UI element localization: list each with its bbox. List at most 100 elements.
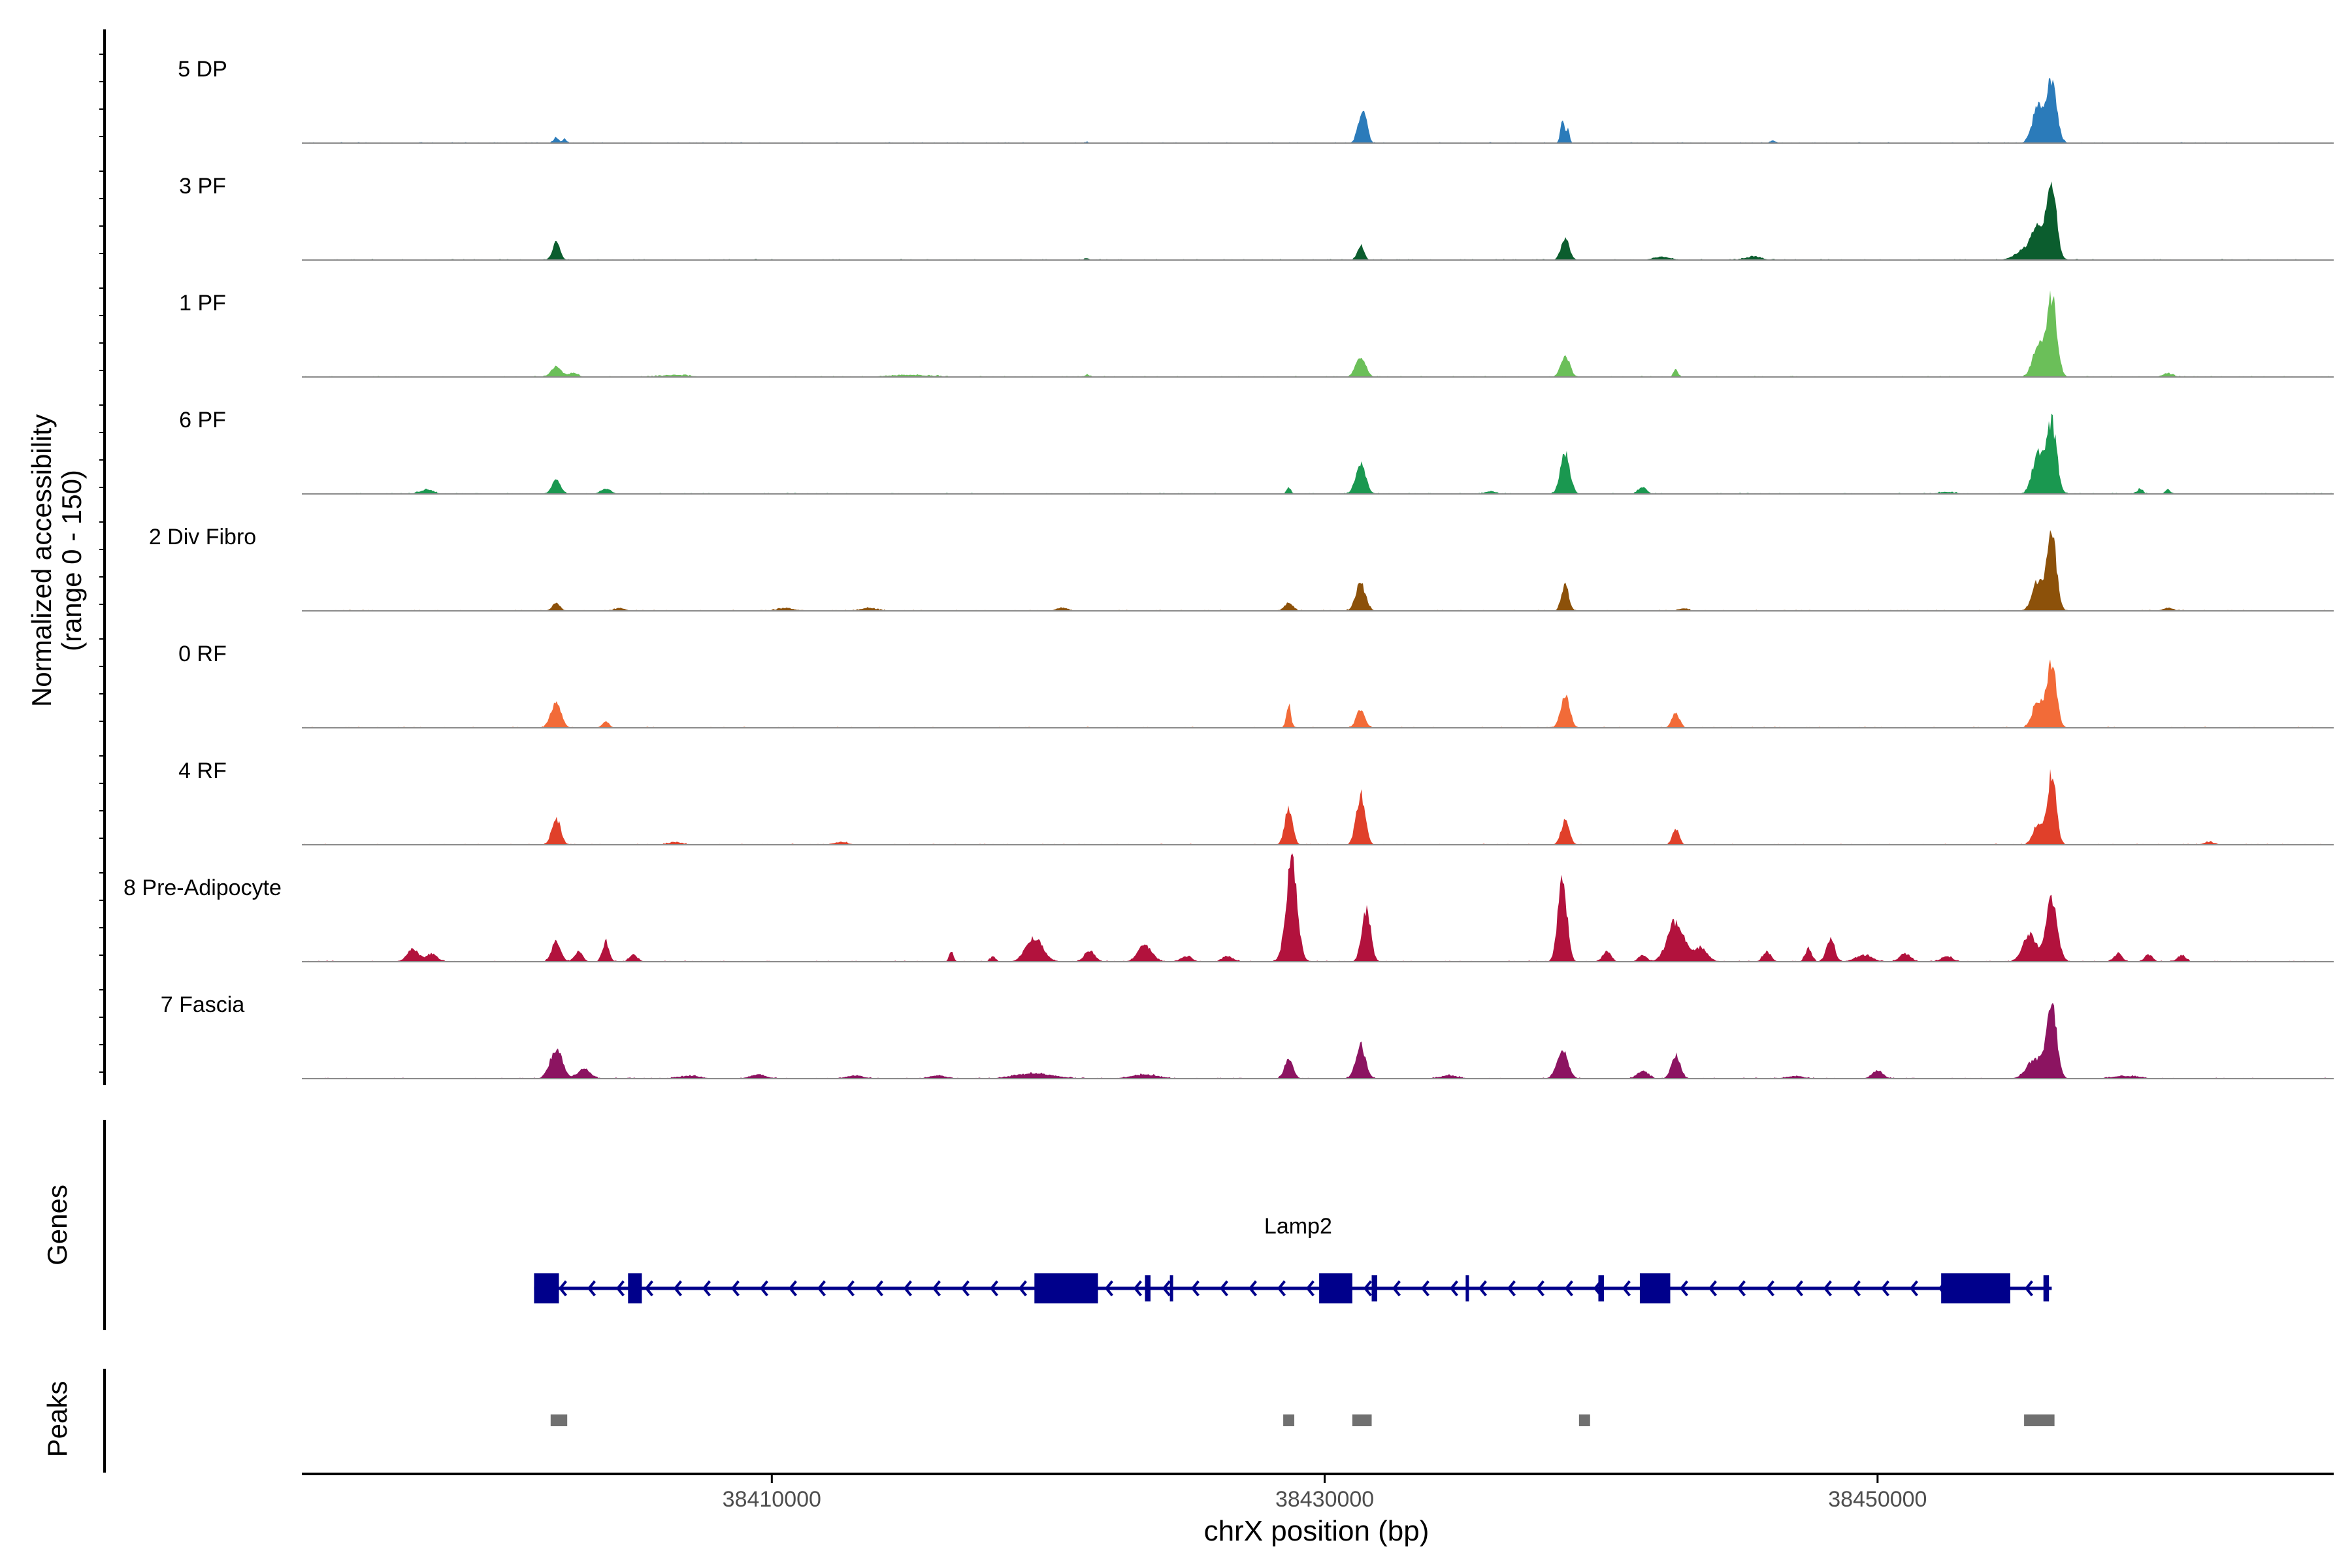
track-6-pf: 6 PF xyxy=(179,408,2334,495)
peak-region xyxy=(1578,1414,1590,1426)
exon xyxy=(534,1273,559,1303)
strand-arrow xyxy=(1190,1280,1200,1297)
strand-arrow xyxy=(1564,1280,1573,1297)
strand-arrow xyxy=(1363,1280,1372,1297)
exon xyxy=(1639,1273,1671,1303)
peak-region xyxy=(1352,1414,1372,1426)
exon xyxy=(1598,1275,1604,1301)
coverage-area xyxy=(302,78,2334,143)
x-tick-label: 38410000 xyxy=(723,1487,821,1512)
exon xyxy=(1319,1273,1352,1303)
track-1-pf: 1 PF xyxy=(179,290,2334,378)
peak-region xyxy=(2024,1414,2055,1426)
strand-arrow xyxy=(1305,1280,1315,1297)
strand-arrow xyxy=(730,1280,740,1297)
genes-track-label: Genes xyxy=(42,1184,73,1266)
strand-arrow xyxy=(1765,1280,1774,1297)
coverage-area xyxy=(302,659,2334,728)
strand-arrow xyxy=(1737,1280,1746,1297)
coverage-area xyxy=(302,769,2334,845)
strand-arrow xyxy=(1420,1280,1429,1297)
exon xyxy=(1145,1275,1151,1301)
strand-arrow xyxy=(1018,1280,1027,1297)
strand-arrow xyxy=(702,1280,711,1297)
coverage-area xyxy=(302,290,2334,377)
strand-arrow xyxy=(1909,1280,1918,1297)
strand-arrow xyxy=(817,1280,826,1297)
track-label: 7 Fascia xyxy=(161,992,245,1017)
track-7-fascia: 7 Fascia xyxy=(161,992,2334,1079)
track-2-div-fibro: 2 Div Fibro xyxy=(149,525,2334,612)
track-0-rf: 0 RF xyxy=(178,642,2334,728)
strand-arrow xyxy=(1392,1280,1401,1297)
strand-arrow xyxy=(788,1280,797,1297)
track-5-dp: 5 DP xyxy=(178,57,2334,144)
strand-arrow xyxy=(1852,1280,1861,1297)
strand-arrow xyxy=(1133,1280,1142,1297)
strand-arrow xyxy=(615,1280,625,1297)
strand-arrow xyxy=(1104,1280,1113,1297)
coverage-area xyxy=(302,1002,2334,1079)
strand-arrow xyxy=(1622,1280,1631,1297)
strand-arrow xyxy=(1535,1280,1544,1297)
track-label: 0 RF xyxy=(178,642,227,666)
peaks-track xyxy=(103,1369,2055,1473)
coverage-area xyxy=(302,530,2334,611)
x-tick-label: 38430000 xyxy=(1275,1487,1374,1512)
strand-arrow xyxy=(1219,1280,1228,1297)
gene-name: Lamp2 xyxy=(1264,1214,1332,1239)
track-label: 5 DP xyxy=(178,57,227,82)
x-axis-label: chrX position (bp) xyxy=(1204,1515,1429,1547)
exon xyxy=(1941,1273,2010,1303)
strand-arrow xyxy=(874,1280,883,1297)
track-label: 3 PF xyxy=(179,174,226,199)
x-axis: 38410000 38430000 38450000 xyxy=(302,1473,2334,1512)
peaks-track-label: Peaks xyxy=(42,1381,73,1458)
peak-region xyxy=(1283,1414,1295,1426)
exon xyxy=(2043,1275,2050,1301)
strand-arrow xyxy=(673,1280,682,1297)
strand-arrow xyxy=(587,1280,596,1297)
strand-arrow xyxy=(1478,1280,1487,1297)
track-label: 1 PF xyxy=(179,291,226,316)
y-axis-label-line2: (range 0 - 150) xyxy=(56,470,87,651)
strand-arrow xyxy=(1880,1280,1889,1297)
track-label: 6 PF xyxy=(179,408,226,433)
gene-annotation-track: Lamp2 xyxy=(103,1120,2052,1330)
track-3-pf: 3 PF xyxy=(179,174,2334,261)
strand-arrow xyxy=(1708,1280,1717,1297)
coverage-tracks: 5 DP 3 PF 1 PF 6 PF 2 Div Fibro 0 RF 4 RF 8 Pre… xyxy=(99,29,2334,1085)
strand-arrow xyxy=(1507,1280,1516,1297)
y-axis-label-line1: Normalized accessibility xyxy=(26,414,57,707)
strand-arrow xyxy=(1248,1280,1257,1297)
exon xyxy=(1169,1275,1173,1301)
strand-arrow xyxy=(1449,1280,1458,1297)
coverage-area xyxy=(302,414,2334,494)
strand-arrow xyxy=(644,1280,653,1297)
strand-arrow xyxy=(558,1280,567,1297)
strand-arrow xyxy=(903,1280,912,1297)
strand-arrow xyxy=(960,1280,970,1297)
strand-arrow xyxy=(1679,1280,1688,1297)
strand-arrow xyxy=(845,1280,855,1297)
exon xyxy=(1465,1275,1469,1301)
exon xyxy=(628,1273,642,1303)
strand-arrow xyxy=(1162,1280,1171,1297)
track-label: 4 RF xyxy=(178,759,227,783)
track-label: 8 Pre-Adipocyte xyxy=(123,875,282,900)
coverage-area xyxy=(302,181,2334,260)
strand-arrow xyxy=(1823,1280,1832,1297)
strand-arrow xyxy=(989,1280,998,1297)
strand-arrow xyxy=(2024,1280,2033,1297)
track-4-rf: 4 RF xyxy=(178,759,2334,845)
exon xyxy=(1034,1273,1098,1303)
coverage-area xyxy=(302,853,2334,962)
strand-arrow xyxy=(1794,1280,1803,1297)
peak-region xyxy=(550,1414,568,1426)
track-8-pre-adipocyte: 8 Pre-Adipocyte xyxy=(123,853,2334,962)
track-label: 2 Div Fibro xyxy=(149,525,256,549)
strand-arrow xyxy=(932,1280,941,1297)
strand-arrow xyxy=(1277,1280,1286,1297)
exon xyxy=(1371,1275,1377,1301)
